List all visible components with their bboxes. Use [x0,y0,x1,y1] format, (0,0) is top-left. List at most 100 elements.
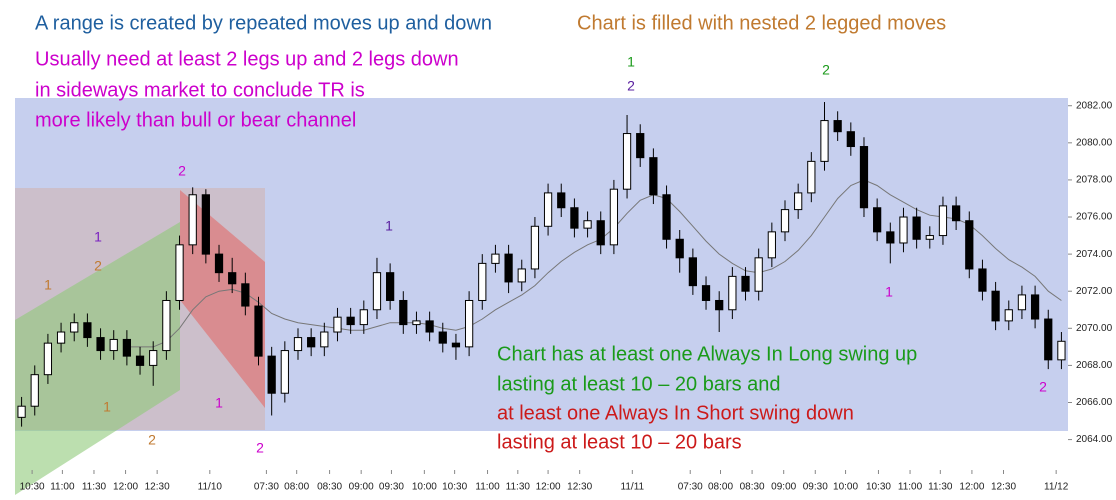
candle-body [846,131,855,148]
candle-body [425,320,434,333]
x-tick-label: 09:00 [349,482,374,493]
candle-body [83,322,92,339]
leg-label: 2 [627,78,635,94]
x-tick-label: 08:30 [317,482,342,493]
candle-body [728,275,737,311]
annotation: at least one Always In Short swing down [497,402,854,424]
candle-body [978,268,987,292]
x-tick-label: 10:30 [20,482,45,493]
candle-body [517,268,526,283]
candle-body [412,320,421,326]
candle-body [109,338,118,352]
candle-body [70,322,79,333]
candle-body [543,192,553,227]
candle-body [359,309,368,326]
y-tick-label: 2072.00 [1076,286,1113,297]
candle-body [504,253,513,283]
candle-body [649,157,658,196]
leg-label: 2 [1039,379,1047,395]
x-tick-label: 07:30 [678,482,703,493]
candle-body [780,209,790,233]
candle-body [451,342,461,348]
candle-body [899,216,908,244]
candle-body [794,192,803,211]
candle-body [241,283,250,307]
x-tick-label: 10:00 [833,482,858,493]
leg-label: 2 [822,62,830,78]
bull-channel [15,222,180,495]
leg-label: 1 [627,54,635,70]
candle-body [17,405,26,418]
candle-body [280,350,289,394]
annotation: Usually need at least 2 legs up and 2 le… [35,48,459,70]
x-tick-label: 12:30 [567,482,592,493]
candle-body [767,231,776,259]
candle-body [1057,340,1066,361]
x-tick-label: 08:00 [284,482,309,493]
candle-body [938,205,948,237]
x-tick-label: 11:00 [475,482,500,493]
moving-average [126,179,1062,348]
candle-body [267,355,276,394]
leg-label: 2 [256,440,264,456]
leg-label: 2 [148,432,156,448]
candle-body [675,238,684,259]
candle-body [557,192,566,209]
x-tick-label: 11/12 [1044,482,1069,493]
x-tick-label: 09:00 [771,482,796,493]
leg-label: 1 [103,399,111,415]
x-tick-label: 11/10 [198,482,223,493]
candle-body [43,342,53,376]
x-tick-label: 11:00 [898,482,923,493]
annotation: lasting at least 10 – 20 bars and [497,373,781,395]
candle-body [307,337,316,348]
candle-body [754,257,763,292]
candle-body [201,194,210,255]
candle-body [570,207,579,229]
x-tick-label: 12:30 [145,482,170,493]
x-tick-label: 11/11 [621,482,645,493]
candle-body [1030,294,1040,320]
candle-body [859,146,869,209]
annotation: more likely than bull or bear channel [35,109,356,131]
leg-label: 2 [94,258,102,274]
y-tick-label: 2080.00 [1076,137,1113,148]
candle-body [636,133,645,159]
candle-body [530,225,540,270]
candle-body [399,299,408,326]
candle-body [122,338,132,357]
x-tick-label: 12:00 [113,482,138,493]
candle-body [464,299,474,348]
y-tick-label: 2074.00 [1076,249,1113,260]
candle-body [386,272,395,301]
candle-body [346,316,355,326]
plot-area [17,102,1066,427]
candle-body [188,194,197,246]
leg-label: 1 [94,229,102,245]
x-tick-label: 10:00 [412,482,437,493]
candle-body [1044,318,1053,361]
candle-body [741,275,750,292]
x-tick-label: 08:00 [708,482,733,493]
candle-body [1017,294,1027,311]
candle-body [873,207,882,233]
candle-body [807,160,816,194]
y-tick-label: 2078.00 [1076,175,1113,186]
x-tick-label: 10:30 [866,482,891,493]
candle-body [135,355,145,366]
candle-body [925,235,934,240]
candle-body [228,272,237,285]
annotations: A range is created by repeated moves up … [35,12,1047,455]
x-tick-label: 09:30 [803,482,828,493]
x-tick-label: 11:30 [506,482,531,493]
annotation: in sideways market to conclude TR is [35,79,365,101]
candle-body [912,216,921,240]
candle-body [886,231,895,244]
candle-body [662,194,671,240]
candle-body [149,350,158,366]
candle-body [701,285,711,301]
leg-label: 1 [215,395,223,411]
annotation: lasting at least 10 – 20 bars [497,431,742,453]
x-tick-label: 12:00 [959,482,984,493]
